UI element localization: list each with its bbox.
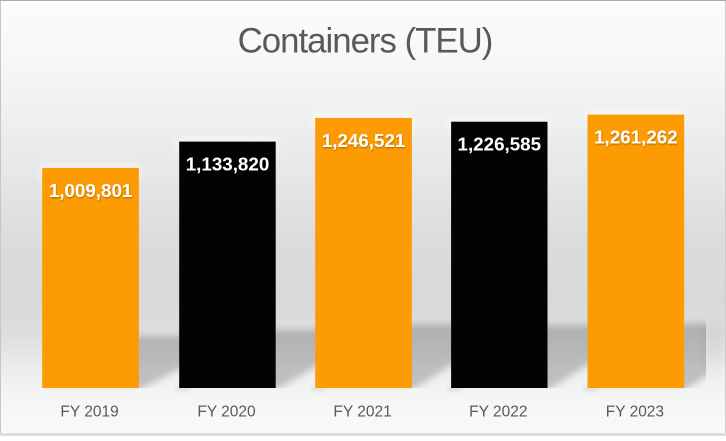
svg-text:Containers (TEU): Containers (TEU): [238, 22, 493, 61]
svg-text:1,261,262: 1,261,262: [594, 127, 678, 148]
svg-text:1,226,585: 1,226,585: [458, 134, 542, 155]
svg-text:1,133,820: 1,133,820: [186, 154, 270, 175]
svg-text:FY 2021: FY 2021: [333, 403, 391, 420]
svg-text:FY 2022: FY 2022: [469, 403, 527, 420]
svg-text:FY 2019: FY 2019: [60, 403, 118, 420]
svg-text:1,246,521: 1,246,521: [322, 130, 406, 151]
svg-text:FY 2020: FY 2020: [197, 403, 256, 420]
svg-text:FY 2023: FY 2023: [606, 403, 664, 420]
svg-text:1,009,801: 1,009,801: [49, 180, 133, 201]
